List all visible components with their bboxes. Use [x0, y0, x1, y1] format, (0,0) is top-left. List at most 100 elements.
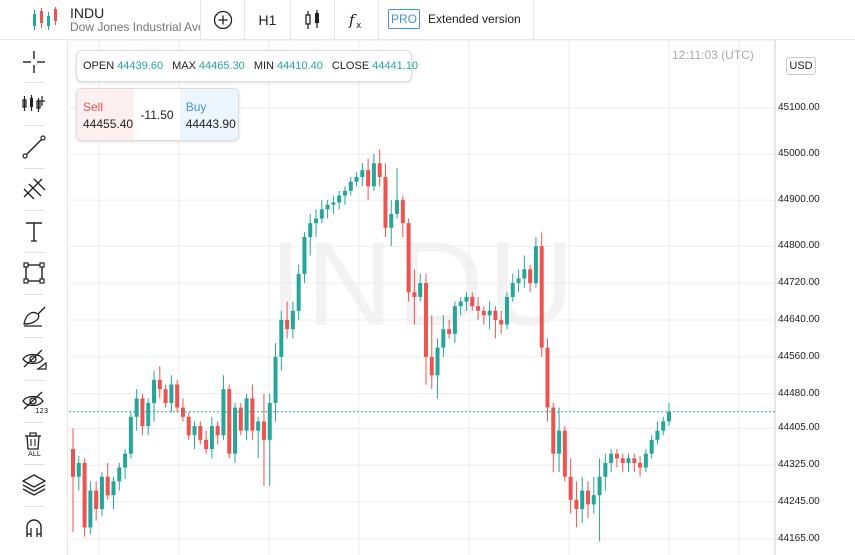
sell-button[interactable]: Sell 44455.40 — [77, 89, 135, 140]
drawing-toolbar: 123 ALL — [0, 40, 68, 555]
rectangle-tool[interactable] — [20, 255, 68, 291]
layers-icon — [21, 474, 47, 496]
candle-body — [169, 384, 174, 403]
divider — [24, 294, 44, 295]
candlestick-chart[interactable] — [69, 40, 855, 555]
spread-value: -11.50 — [140, 107, 174, 122]
trade-panel: Sell 44455.40 -11.50 Buy 44443.90 — [76, 88, 239, 141]
divider — [24, 337, 44, 338]
candle-body — [337, 195, 342, 203]
trend-line-tool[interactable] — [20, 129, 68, 165]
candle-body — [319, 209, 324, 219]
open-label: OPEN — [83, 60, 115, 72]
candle-body — [597, 476, 602, 496]
max-label: MAX — [172, 60, 196, 72]
candle-body — [192, 426, 197, 436]
pro-badge[interactable]: PRO — [388, 9, 420, 29]
candle-body — [111, 481, 116, 496]
add-comparison-button[interactable] — [201, 0, 244, 40]
candle-body — [152, 379, 157, 403]
divider — [533, 0, 534, 40]
price-chart[interactable]: INDU — [69, 40, 855, 555]
candle-body — [209, 426, 214, 450]
divider — [24, 82, 44, 83]
candle-body — [82, 462, 87, 528]
candle-body — [476, 306, 481, 311]
candle-body — [667, 411, 671, 422]
candle-body — [383, 177, 388, 228]
hide-drawings-tool[interactable] — [20, 341, 68, 377]
delete-all-icon: ALL — [25, 432, 41, 457]
candle-body — [233, 407, 238, 454]
candle-body — [580, 490, 585, 510]
text-tool[interactable] — [20, 213, 68, 249]
magnet-tool[interactable] — [20, 511, 68, 547]
candle-body — [267, 402, 272, 440]
brush-tool[interactable] — [20, 298, 68, 334]
candle-body — [371, 163, 376, 187]
candle-body — [186, 416, 191, 436]
hide-values-tool[interactable]: 123 — [20, 383, 68, 419]
hide-values-icon: 123 — [22, 391, 48, 415]
candle-body — [562, 430, 567, 477]
candle-body — [163, 389, 168, 403]
candle-body — [99, 476, 104, 510]
text-icon — [26, 222, 42, 242]
candle-body — [366, 170, 371, 187]
candle-body — [325, 204, 330, 210]
candle-body — [198, 426, 203, 440]
divider — [24, 506, 44, 507]
symbol-description: Dow Jones Industrial Average — [70, 20, 200, 34]
price-tick-label: 44800.00 — [778, 240, 820, 252]
candle-body — [487, 310, 492, 316]
candle-body — [441, 329, 446, 348]
price-tick-label: 44560.00 — [778, 350, 820, 362]
candle-body — [516, 278, 521, 284]
buy-price: 44443.90 — [185, 117, 236, 131]
candle-body — [94, 490, 99, 510]
timeframe-button[interactable]: H1 — [258, 12, 277, 28]
rectangle-icon — [23, 262, 45, 284]
candle-body — [204, 439, 209, 450]
divider — [24, 210, 44, 211]
candle-body — [603, 462, 608, 477]
price-tick-label: 44325.00 — [778, 459, 820, 471]
candle-body — [238, 407, 243, 431]
price-tick-label: 44405.00 — [778, 422, 820, 434]
candle-body — [626, 458, 631, 463]
chart-type-button[interactable] — [291, 0, 334, 40]
candle-body — [504, 296, 509, 325]
max-value: 44465.30 — [198, 60, 245, 72]
symbol-name[interactable]: INDU — [70, 5, 105, 21]
candle-body — [568, 476, 573, 500]
candle-body — [412, 292, 417, 297]
crosshair-tool[interactable] — [20, 44, 68, 80]
candle-body — [545, 347, 550, 408]
divider — [24, 422, 44, 423]
divider — [378, 0, 379, 40]
indicators-tool[interactable] — [20, 86, 68, 122]
candle-body — [273, 356, 278, 403]
extended-version-link[interactable]: Extended version — [428, 12, 521, 26]
fib-tool[interactable] — [20, 171, 68, 207]
divider — [24, 125, 44, 126]
candle-body — [638, 462, 643, 468]
candle-body — [279, 319, 284, 357]
layers-tool[interactable] — [20, 467, 68, 503]
candle-body — [429, 356, 434, 376]
sell-label: Sell — [83, 100, 104, 114]
candle-body — [348, 181, 353, 191]
crosshair-icon — [23, 51, 45, 73]
divider — [244, 0, 245, 40]
candle-body — [418, 283, 423, 297]
delete-all-tool[interactable]: ALL — [20, 425, 68, 461]
currency-selector[interactable]: USD — [786, 57, 816, 75]
buy-button[interactable]: Buy 44443.90 — [179, 89, 238, 140]
price-tick-label: 44480.00 — [778, 387, 820, 399]
candle-body — [458, 301, 463, 307]
candle-body — [614, 453, 619, 459]
min-label: MIN — [253, 60, 274, 72]
